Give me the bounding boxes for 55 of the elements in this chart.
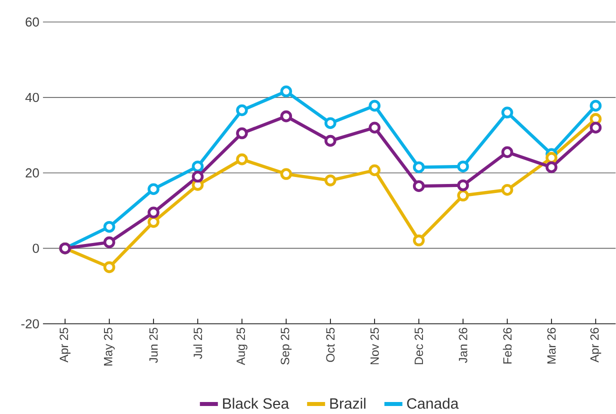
point: [324, 174, 336, 186]
legend-label: Canada: [407, 398, 459, 409]
y-tick-label: 60: [26, 17, 39, 27]
x-tick-label: May 25: [104, 328, 115, 366]
point: [280, 85, 292, 98]
point: [368, 100, 381, 112]
point: [103, 220, 116, 233]
x-tick-label: Aug 25: [236, 328, 248, 366]
point: [501, 184, 514, 196]
point: [368, 164, 381, 176]
x-tick-label: Nov 25: [370, 328, 379, 364]
point: [236, 127, 248, 140]
point: [324, 134, 336, 147]
point: [192, 160, 204, 172]
point: [457, 160, 469, 172]
x-tick-label: Dec 25: [414, 328, 424, 364]
y-tick-label: 0: [32, 244, 39, 253]
point: [412, 180, 425, 192]
point: [280, 110, 292, 122]
x-tick-label: Jan 26: [458, 328, 468, 363]
y-tick-label: 40: [25, 92, 39, 102]
x-tick-label: Feb 26: [502, 328, 512, 364]
x-tick-label: Apr 26: [590, 328, 602, 362]
point: [236, 104, 248, 116]
point: [412, 161, 425, 174]
point: [501, 146, 514, 158]
point: [412, 234, 425, 246]
point: [103, 236, 116, 248]
point: [192, 170, 204, 182]
legend-label: Black Sea: [223, 398, 290, 409]
x-tick-label: Jun 25: [149, 328, 158, 363]
point: [590, 100, 602, 112]
point: [457, 190, 469, 202]
point: [280, 168, 292, 180]
y-tick-label: -20: [21, 319, 39, 328]
point: [148, 216, 160, 228]
point: [546, 161, 558, 174]
point: [368, 122, 381, 134]
point: [546, 152, 558, 164]
x-tick-label: Sep 25: [280, 328, 292, 365]
point: [590, 122, 602, 134]
x-tick-label: Jul 25: [193, 328, 202, 359]
point: [148, 206, 160, 218]
x-tick-label: Oct 25: [326, 328, 335, 362]
x-tick-label: Apr 25: [60, 328, 70, 362]
point: [103, 261, 116, 274]
point: [236, 153, 248, 166]
legend-label: Brazil: [330, 398, 366, 409]
point: [501, 106, 514, 118]
y-tick-label: 20: [26, 168, 39, 178]
x-tick-label: Mar 26: [547, 328, 556, 364]
point: [457, 179, 469, 192]
point: [590, 112, 602, 125]
point: [324, 117, 336, 129]
point: [148, 183, 160, 195]
